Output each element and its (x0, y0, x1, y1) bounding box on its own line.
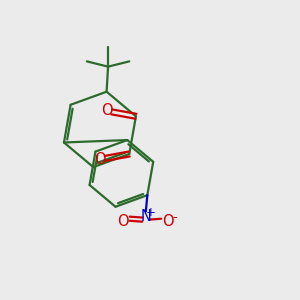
Text: O: O (117, 214, 129, 229)
Text: O: O (162, 214, 173, 229)
Text: +: + (146, 206, 156, 219)
Text: O: O (94, 152, 106, 167)
Text: N: N (140, 209, 151, 224)
Text: -: - (172, 211, 177, 224)
Text: O: O (101, 103, 112, 118)
